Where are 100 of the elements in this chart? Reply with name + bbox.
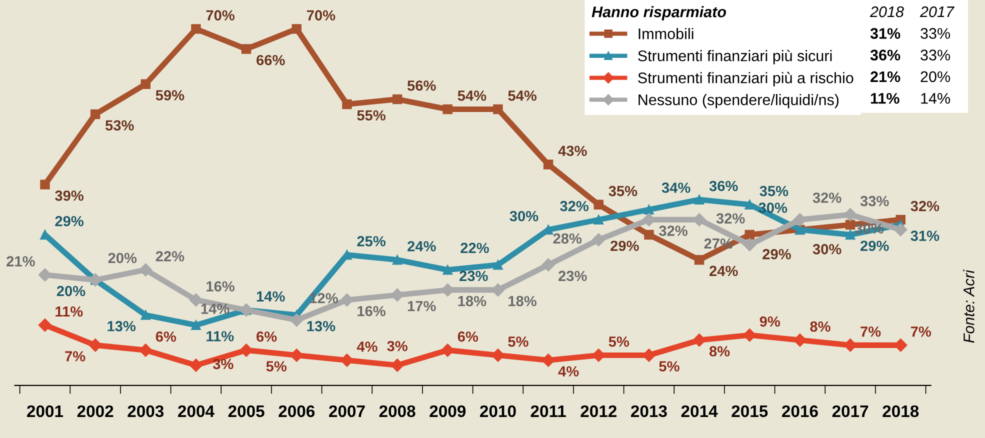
point — [592, 233, 606, 246]
x-tick-label: 2018 — [882, 405, 919, 418]
point — [493, 260, 503, 270]
x-tick-label: 2002 — [77, 405, 114, 418]
data-label: 9% — [760, 316, 780, 327]
source-note: Fonte: Acri — [963, 270, 974, 343]
data-label: 4% — [558, 366, 579, 376]
data-label: 11% — [56, 306, 83, 317]
point — [90, 109, 100, 120]
point — [139, 344, 152, 357]
data-label: 29% — [762, 249, 791, 260]
x-tick-label: 2014 — [681, 405, 718, 418]
legend-label: Strumenti finanziari più a rischio — [638, 72, 854, 86]
annotation: 31% — [870, 28, 900, 39]
data-label: 35% — [608, 186, 638, 196]
point — [845, 230, 856, 240]
data-label: 56% — [407, 80, 436, 91]
x-tick-label: 2005 — [228, 405, 264, 418]
data-label: 32% — [659, 226, 688, 236]
legend-label: Nessuno (spendere/liquidi/ns) — [638, 94, 839, 108]
point — [743, 238, 756, 252]
annotation: 14% — [921, 93, 950, 104]
annotation: 21% — [870, 71, 900, 82]
data-label: 54% — [508, 90, 536, 101]
point — [392, 94, 402, 104]
point — [140, 310, 150, 320]
data-label: 32% — [716, 213, 745, 224]
point — [290, 348, 304, 362]
point — [743, 328, 756, 342]
x-tick-label: 2012 — [580, 405, 617, 418]
data-label: 17% — [408, 300, 436, 312]
data-label: 66% — [256, 54, 285, 66]
point — [542, 258, 555, 272]
x-tick-label: 2008 — [379, 405, 416, 418]
data-label: 14% — [256, 291, 285, 302]
data-label: 3% — [387, 340, 408, 352]
point — [692, 334, 706, 347]
point — [189, 293, 203, 307]
point — [340, 293, 354, 307]
x-tick-label: 2003 — [128, 405, 164, 418]
data-label: 36% — [709, 180, 738, 192]
x-tick-label: 2004 — [178, 405, 214, 418]
data-label: 13% — [307, 321, 336, 332]
data-label: 22% — [460, 242, 489, 254]
point — [493, 104, 503, 114]
point — [240, 344, 253, 357]
data-label: 6% — [458, 331, 478, 342]
data-label: 35% — [760, 186, 788, 196]
data-label: 53% — [105, 120, 134, 131]
data-label: 6% — [156, 331, 176, 342]
data-label: 32% — [560, 200, 589, 212]
point — [442, 265, 452, 275]
x-tick-label: 2017 — [832, 405, 868, 418]
data-label: 6% — [256, 331, 277, 342]
point — [38, 318, 52, 332]
point — [191, 24, 201, 34]
point — [441, 344, 454, 357]
point — [292, 24, 302, 34]
legend-label: Strumenti finanziari più sicuri — [638, 50, 832, 64]
point — [793, 334, 807, 347]
point — [392, 254, 402, 265]
point — [694, 194, 704, 204]
point — [290, 313, 304, 327]
data-label: 59% — [156, 90, 184, 100]
data-label: 24% — [408, 241, 436, 252]
data-label: 21% — [6, 256, 35, 266]
point — [594, 214, 604, 225]
data-label: 4% — [356, 342, 378, 352]
data-label: 23% — [558, 270, 587, 282]
point — [390, 358, 404, 372]
x-tick-label: 2010 — [480, 405, 516, 418]
x-tick-label: 2001 — [27, 405, 64, 418]
annotation: 33% — [920, 28, 950, 39]
annotation: 33% — [920, 50, 950, 60]
data-label: 34% — [662, 182, 690, 193]
legend-label: Immobili — [638, 28, 694, 40]
data-label: 14% — [201, 304, 230, 314]
point — [241, 44, 252, 54]
data-label: 5% — [608, 336, 630, 347]
point — [543, 160, 554, 170]
data-label: 7% — [910, 326, 932, 337]
point — [189, 358, 203, 372]
x-tick-label: 2007 — [329, 405, 365, 418]
data-label: 11% — [206, 331, 234, 342]
point — [88, 338, 102, 352]
data-label: 29% — [610, 240, 639, 252]
data-label: 29% — [860, 240, 889, 252]
data-label: 20% — [108, 252, 137, 264]
point — [644, 230, 654, 240]
data-label: 5% — [508, 336, 528, 347]
data-label: 8% — [810, 321, 830, 332]
data-label: 24% — [710, 266, 738, 276]
point — [844, 208, 857, 222]
data-label: 20% — [56, 286, 86, 296]
data-label: 8% — [709, 346, 730, 356]
data-label: 55% — [357, 110, 386, 121]
data-label: 32% — [910, 200, 940, 212]
data-label: 13% — [108, 321, 136, 332]
x-tick-label: 2011 — [530, 405, 566, 418]
point — [594, 200, 604, 210]
